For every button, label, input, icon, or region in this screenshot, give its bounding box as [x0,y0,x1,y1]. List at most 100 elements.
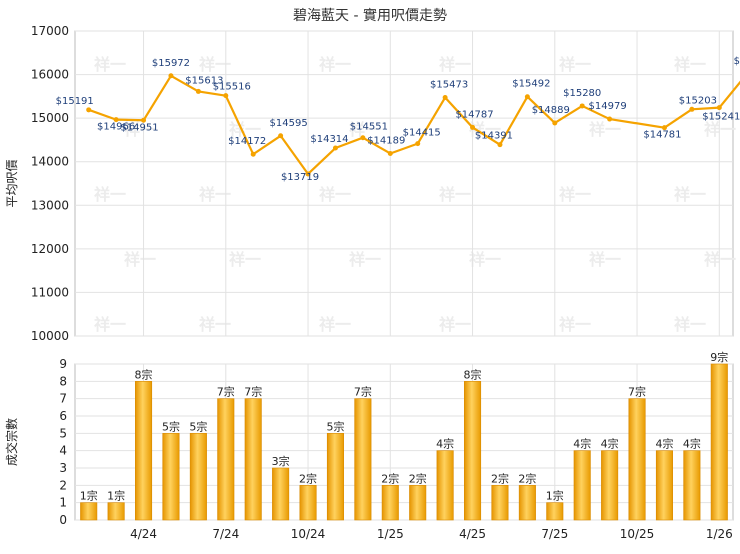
price-data-label: $15492 [512,79,550,90]
y-tick-label: 13000 [31,198,69,212]
price-data-label: $14415 [403,128,441,139]
price-point [689,106,695,112]
watermark-text: 祥一 [439,185,471,204]
volume-data-label: 2宗 [409,471,427,485]
price-data-label: $14979 [589,101,627,112]
watermark-text: 祥一 [319,55,351,74]
y-tick-label: 9 [59,357,67,371]
volume-data-label: 3宗 [272,454,290,468]
price-point [661,125,667,131]
price-data-label: $14787 [455,109,493,120]
volume-bar [217,398,235,521]
price-data-label: $13719 [281,172,319,183]
price-point [250,151,256,157]
volume-bar [409,485,427,521]
volume-data-label: 7宗 [628,385,646,399]
watermark-text: 祥一 [199,185,231,204]
price-data-label: $15516 [213,82,251,93]
watermark-text: 祥一 [704,250,736,269]
watermark-text: 祥一 [94,315,126,334]
volume-bar [354,398,372,521]
volume-bar [546,502,564,521]
y-tick-label: 2 [59,478,67,492]
price-point [415,141,421,147]
price-point [113,117,119,123]
price-data-label: $15280 [563,88,601,99]
x-tick-label: 10/24 [291,527,326,541]
volume-data-label: 4宗 [436,437,454,451]
volume-data-label: 7宗 [354,385,372,399]
watermark-text: 祥一 [439,315,471,334]
volume-bar [491,485,509,521]
price-point [86,107,92,113]
volume-bar [683,450,701,521]
watermark-text: 祥一 [319,185,351,204]
price-data-label: $15972 [152,58,190,69]
price-data-label: $15473 [430,80,468,91]
price-point [716,105,722,111]
watermark-text: 祥一 [674,185,706,204]
y-tick-label: 15000 [31,111,69,125]
watermark-text: 祥一 [704,120,736,139]
price-point [387,150,393,156]
volume-data-label: 8宗 [135,367,153,381]
price-point [332,145,338,151]
volume-bar [464,381,482,521]
volume-data-label: 5宗 [162,419,180,433]
watermark-text: 祥一 [94,55,126,74]
y-tick-label: 8 [59,374,67,388]
volume-data-label: 5宗 [189,419,207,433]
x-tick-label: 1/25 [377,527,404,541]
watermark-text: 祥一 [199,55,231,74]
volume-data-label: 1宗 [107,489,125,503]
price-data-label: $14314 [310,134,348,145]
price-point [360,135,366,141]
y-tick-label: 3 [59,461,67,475]
volume-bar [189,433,207,521]
volume-data-label: 9宗 [710,350,728,364]
volume-bar [436,450,454,521]
volume-data-label: 4宗 [683,437,701,451]
volume-bar [135,381,153,521]
watermark-text: 祥一 [199,315,231,334]
price-point [524,94,530,100]
price-point [497,142,503,148]
y-tick-label: 14000 [31,155,69,169]
price-point [607,116,613,122]
volume-bar [710,363,728,521]
volume-data-label: 4宗 [601,437,619,451]
price-point [195,88,201,94]
volume-chart-panel: 0 1 2 3 4 5 6 7 8 9 成交宗數 1宗 1宗 8宗 5宗 5宗 7宗 7宗 3宗 2宗 5宗 7宗 2宗 2宗… [4,350,734,541]
price-point [278,133,284,139]
volume-bar [107,502,125,521]
watermark-text: 祥一 [589,120,621,139]
volume-data-label: 4宗 [573,437,591,451]
volume-bar [573,450,591,521]
volume-data-label: 7宗 [217,385,235,399]
watermark-text: 祥一 [349,250,381,269]
price-data-label: $14189 [367,135,405,146]
price-line [88,74,740,176]
y-tick-label: 16000 [31,68,69,82]
price-data-label: $14172 [228,136,266,147]
volume-data-label: 2宗 [381,471,399,485]
y-tick-label: 6 [59,409,67,423]
volume-bar [326,433,344,521]
x-tick-label: 7/25 [541,527,568,541]
x-tick-label: 4/24 [130,527,157,541]
plot-area [74,363,734,521]
volume-data-label: 2宗 [299,471,317,485]
price-point [223,93,229,99]
watermark-text: 祥一 [674,315,706,334]
y-tick-label: 0 [59,513,67,527]
volume-bar [162,433,180,521]
volume-bar [80,502,98,521]
y-tick-label: 11000 [31,285,69,299]
price-data-label: $14781 [643,130,681,141]
price-point [305,171,311,177]
watermark-text: 祥一 [559,55,591,74]
volume-bar [299,485,317,521]
